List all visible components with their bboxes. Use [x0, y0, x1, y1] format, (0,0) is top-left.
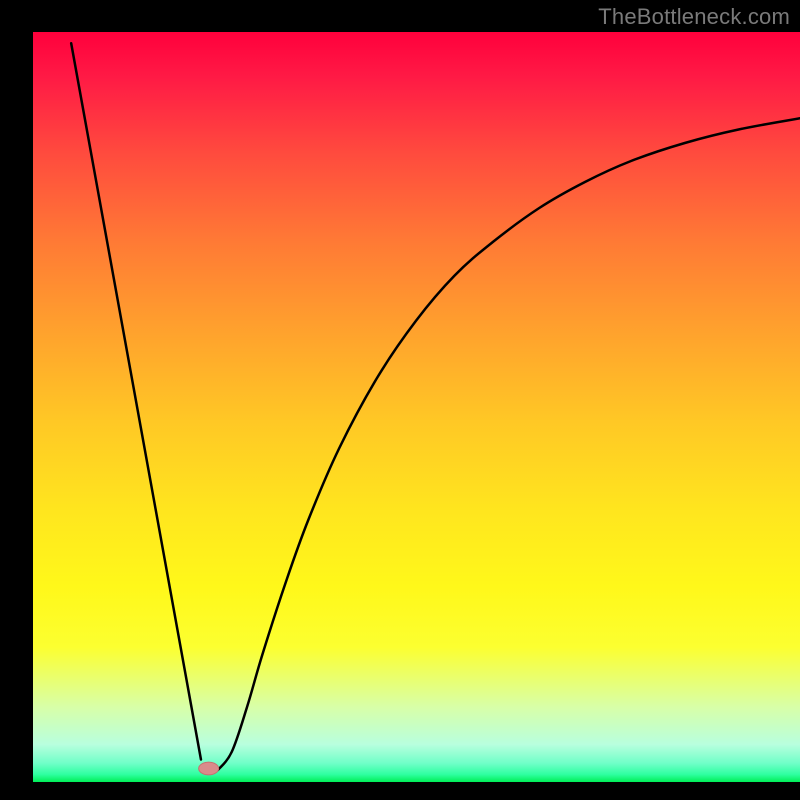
source-watermark: TheBottleneck.com: [598, 4, 790, 30]
bottleneck-marker: [199, 762, 219, 775]
plot-svg: [0, 0, 800, 800]
gradient-bg: [32, 32, 800, 782]
chart-frame: { "watermark": { "text": "TheBottleneck.…: [0, 0, 800, 800]
